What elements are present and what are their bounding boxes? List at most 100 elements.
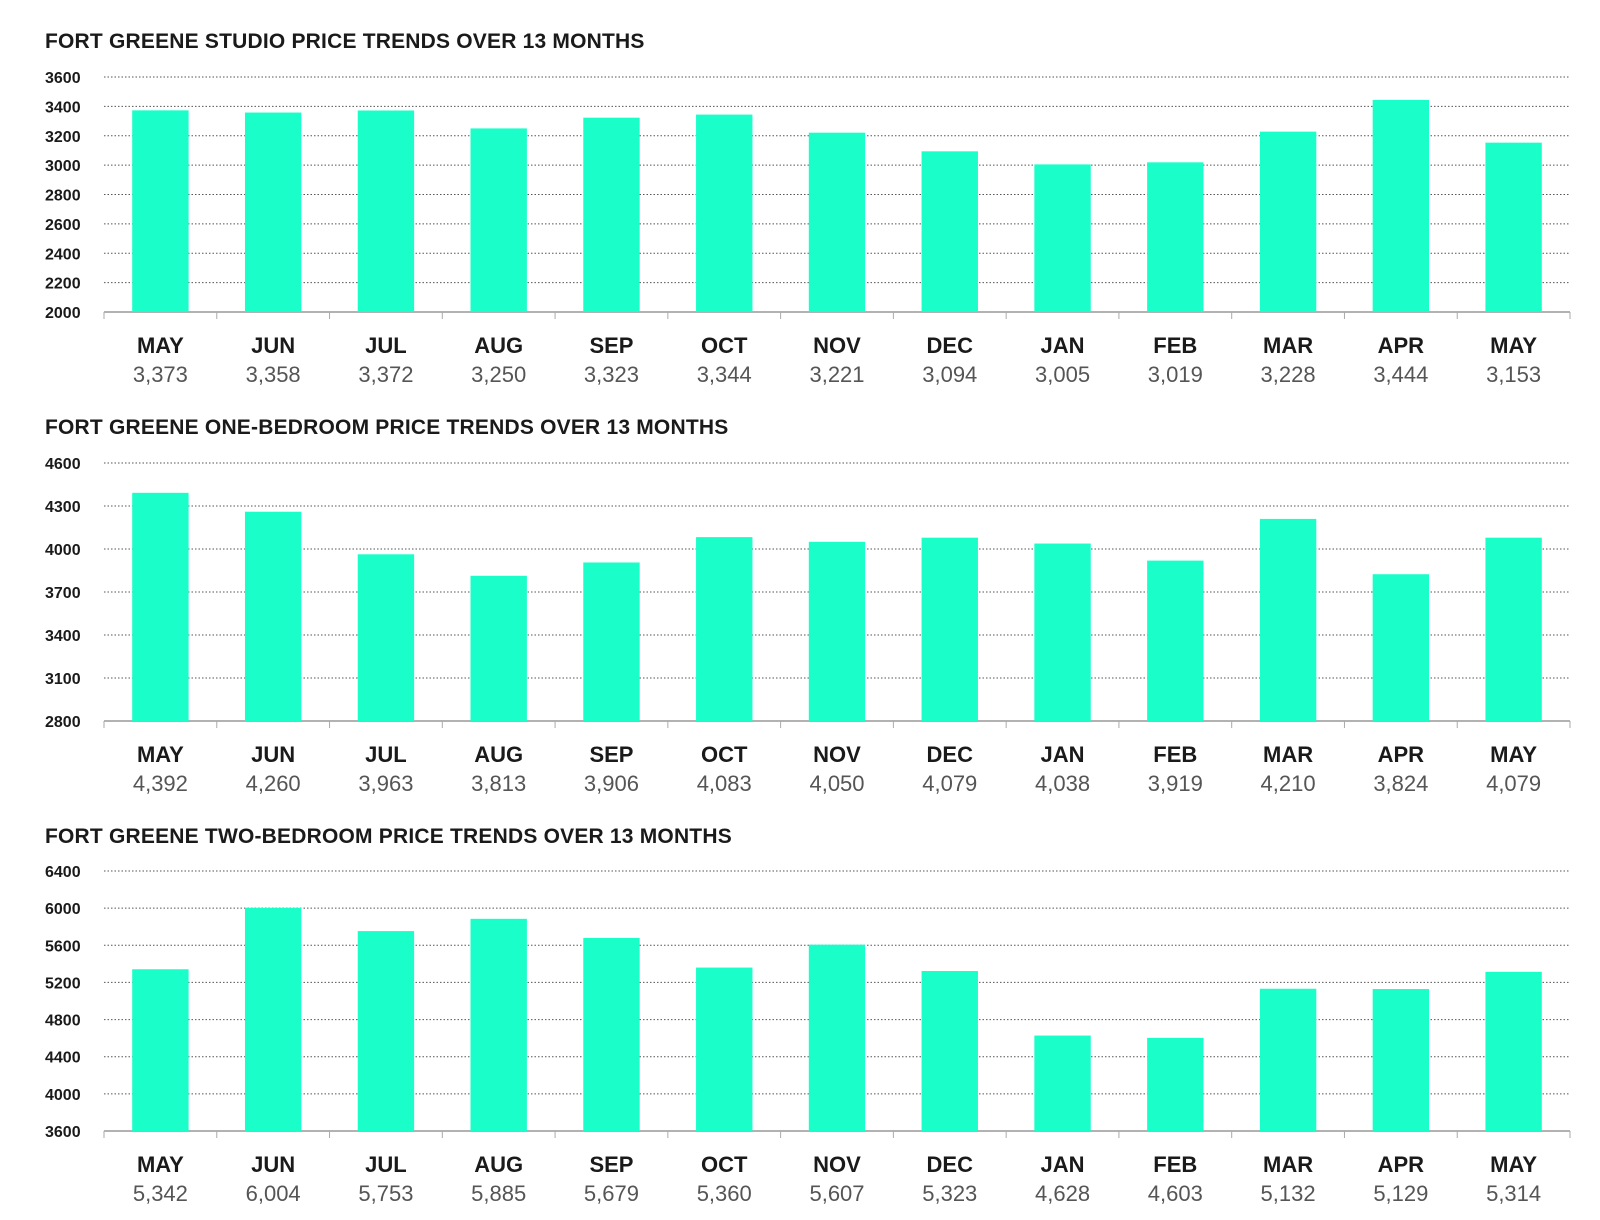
x-tick-label: JAN (1041, 333, 1085, 358)
x-tick-label: FEB (1153, 1152, 1197, 1177)
x-tick-label: NOV (813, 333, 861, 358)
bar (1259, 131, 1317, 312)
bar (583, 562, 640, 721)
data-label: 4,038 (1035, 771, 1090, 796)
y-tick-label: 3700 (45, 585, 81, 602)
bar (583, 937, 640, 1131)
bar (244, 511, 302, 721)
bar (357, 931, 415, 1131)
x-tick-label: JUL (365, 333, 407, 358)
bar (470, 128, 527, 312)
data-label: 4,603 (1148, 1181, 1203, 1206)
bar (696, 114, 753, 312)
x-tick-label: OCT (701, 742, 748, 767)
data-label: 4,050 (809, 771, 864, 796)
data-label: 6,004 (246, 1181, 301, 1206)
y-tick-label: 2800 (45, 188, 81, 205)
x-tick-label: MAR (1263, 742, 1313, 767)
data-label: 3,344 (697, 362, 752, 387)
x-tick-label: MAY (137, 1152, 184, 1177)
bar (1259, 518, 1317, 721)
chart-title: FORT GREENE STUDIO PRICE TRENDS OVER 13 … (45, 30, 645, 53)
data-label: 3,373 (133, 362, 188, 387)
y-tick-label: 2400 (45, 246, 81, 263)
y-tick-label: 4800 (45, 1013, 81, 1030)
x-tick-label: JUN (251, 1152, 295, 1177)
bar (921, 537, 978, 721)
data-label: 5,132 (1261, 1181, 1316, 1206)
bar (132, 969, 189, 1131)
y-tick-label: 2000 (45, 305, 81, 322)
data-label: 3,963 (358, 771, 413, 796)
y-tick-label: 3400 (45, 99, 81, 116)
y-tick-label: 4000 (45, 542, 81, 559)
x-tick-label: OCT (701, 1152, 748, 1177)
bar (1147, 560, 1204, 721)
y-tick-label: 2600 (45, 217, 81, 234)
y-tick-label: 3200 (45, 129, 81, 146)
data-label: 3,824 (1373, 771, 1428, 796)
x-tick-label: MAY (1490, 1152, 1537, 1177)
x-tick-label: APR (1378, 1152, 1425, 1177)
x-tick-label: AUG (474, 1152, 523, 1177)
x-tick-label: JUL (365, 742, 407, 767)
x-tick-label: DEC (927, 742, 974, 767)
data-label: 4,628 (1035, 1181, 1090, 1206)
data-label: 4,392 (133, 771, 188, 796)
y-tick-label: 3600 (45, 70, 81, 87)
bar (1485, 971, 1542, 1131)
y-tick-label: 3600 (45, 1124, 81, 1141)
x-tick-label: JUN (251, 333, 295, 358)
bar (1372, 574, 1430, 721)
x-tick-label: NOV (813, 1152, 861, 1177)
bar (357, 554, 415, 721)
x-tick-label: DEC (927, 333, 974, 358)
bar (132, 492, 189, 721)
y-tick-label: 3000 (45, 158, 81, 175)
x-tick-label: MAY (1490, 333, 1537, 358)
chart-title: FORT GREENE TWO-BEDROOM PRICE TRENDS OVE… (45, 825, 732, 848)
data-label: 4,260 (246, 771, 301, 796)
data-label: 5,753 (358, 1181, 413, 1206)
bar (1485, 537, 1542, 721)
x-tick-label: FEB (1153, 742, 1197, 767)
bar (1034, 543, 1091, 721)
data-label: 3,228 (1261, 362, 1316, 387)
data-label: 4,079 (922, 771, 977, 796)
bar (1485, 142, 1542, 312)
data-label: 5,607 (809, 1181, 864, 1206)
y-tick-label: 4600 (45, 456, 81, 473)
data-label: 5,679 (584, 1181, 639, 1206)
x-tick-label: MAR (1263, 333, 1313, 358)
data-label: 3,094 (922, 362, 977, 387)
chart-3: FORT GREENE TWO-BEDROOM PRICE TRENDS OVE… (45, 825, 1571, 1206)
data-label: 3,323 (584, 362, 639, 387)
x-tick-label: MAY (137, 333, 184, 358)
bar (808, 541, 866, 721)
data-label: 3,153 (1486, 362, 1541, 387)
chart-1: FORT GREENE STUDIO PRICE TRENDS OVER 13 … (45, 30, 1571, 387)
y-tick-label: 5600 (45, 938, 81, 955)
data-label: 3,221 (809, 362, 864, 387)
x-tick-label: NOV (813, 742, 861, 767)
x-tick-label: MAY (137, 742, 184, 767)
x-tick-label: JAN (1041, 1152, 1085, 1177)
bar (696, 537, 753, 721)
data-label: 5,885 (471, 1181, 526, 1206)
y-tick-label: 4000 (45, 1087, 81, 1104)
y-tick-label: 4300 (45, 499, 81, 516)
data-label: 3,250 (471, 362, 526, 387)
x-tick-label: SEP (589, 742, 633, 767)
x-tick-label: FEB (1153, 333, 1197, 358)
x-tick-label: SEP (589, 1152, 633, 1177)
bar (1147, 162, 1204, 312)
y-tick-label: 3100 (45, 671, 81, 688)
bar (357, 110, 415, 312)
bar (1372, 989, 1430, 1131)
y-tick-label: 2800 (45, 714, 81, 731)
chart-2: FORT GREENE ONE-BEDROOM PRICE TRENDS OVE… (45, 416, 1571, 796)
data-label: 3,906 (584, 771, 639, 796)
bar (921, 151, 978, 312)
